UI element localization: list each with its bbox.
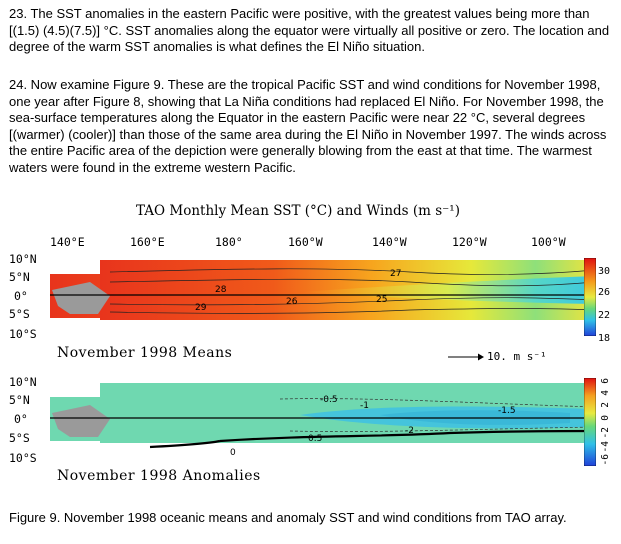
paragraph-23: 23. The SST anomalies in the eastern Pac…	[9, 6, 610, 54]
contour-label: -2	[405, 426, 414, 436]
contour-label: 0.5	[308, 434, 322, 444]
colorbar-tick: 6	[600, 378, 611, 384]
longitude-label: 120°W	[452, 235, 487, 249]
contour-label: 29	[195, 303, 207, 313]
colorbar-tick: -6	[600, 454, 611, 466]
colorbar-tick: -2	[600, 427, 611, 439]
wind-reference-label: 10. m s⁻¹	[487, 350, 547, 363]
anomaly-colorbar	[584, 378, 596, 466]
contour-label: 26	[286, 297, 298, 307]
sst-anomalies-map: -0.5 0.5 0 -1 -1.5 -2	[50, 375, 595, 458]
contour-label: -0.5	[320, 395, 338, 405]
contour-label: 25	[376, 295, 387, 305]
colorbar-tick: 4	[600, 390, 611, 396]
colorbar-tick: -4	[600, 441, 611, 453]
colorbar-tick: 30	[598, 266, 611, 277]
latitude-label: 0°	[14, 412, 28, 426]
latitude-label: 10°S	[9, 327, 37, 341]
sst-means-map: 27 28 29 26 25	[50, 252, 595, 320]
longitude-label: 140°E	[50, 235, 85, 249]
colorbar-tick: 18	[598, 333, 611, 344]
colorbar-tick: 2	[600, 402, 611, 408]
figure-caption: Figure 9. November 1998 oceanic means an…	[9, 510, 567, 525]
longitude-label: 100°W	[531, 235, 566, 249]
anomalies-panel-label: November 1998 Anomalies	[57, 468, 261, 484]
contour-label: 27	[390, 269, 401, 279]
latitude-label: 10°N	[9, 252, 37, 266]
colorbar-tick: 22	[598, 310, 611, 321]
contour-label: -1	[360, 401, 369, 411]
longitude-label: 160°W	[288, 235, 323, 249]
latitude-label: 10°S	[9, 451, 37, 465]
latitude-label: 5°N	[9, 393, 30, 407]
latitude-label: 5°S	[9, 431, 30, 445]
contour-label: 28	[215, 285, 227, 295]
colorbar-tick: 26	[598, 287, 611, 298]
latitude-label: 0°	[14, 289, 28, 303]
colorbar-tick: 0	[600, 415, 611, 421]
longitude-label: 140°W	[372, 235, 407, 249]
sst-colorbar	[584, 258, 596, 336]
paragraph-24: 24. Now examine Figure 9. These are the …	[9, 77, 607, 175]
longitude-label: 160°E	[130, 235, 165, 249]
latitude-label: 5°N	[9, 270, 30, 284]
figure-title: TAO Monthly Mean SST (°C) and Winds (m s…	[136, 203, 460, 219]
contour-label: 0	[230, 448, 236, 458]
longitude-label: 180°	[215, 235, 243, 249]
latitude-label: 10°N	[9, 375, 37, 389]
wind-reference-arrow	[448, 353, 484, 361]
latitude-label: 5°S	[9, 307, 30, 321]
means-panel-label: November 1998 Means	[57, 345, 233, 361]
contour-label: -1.5	[498, 406, 516, 416]
